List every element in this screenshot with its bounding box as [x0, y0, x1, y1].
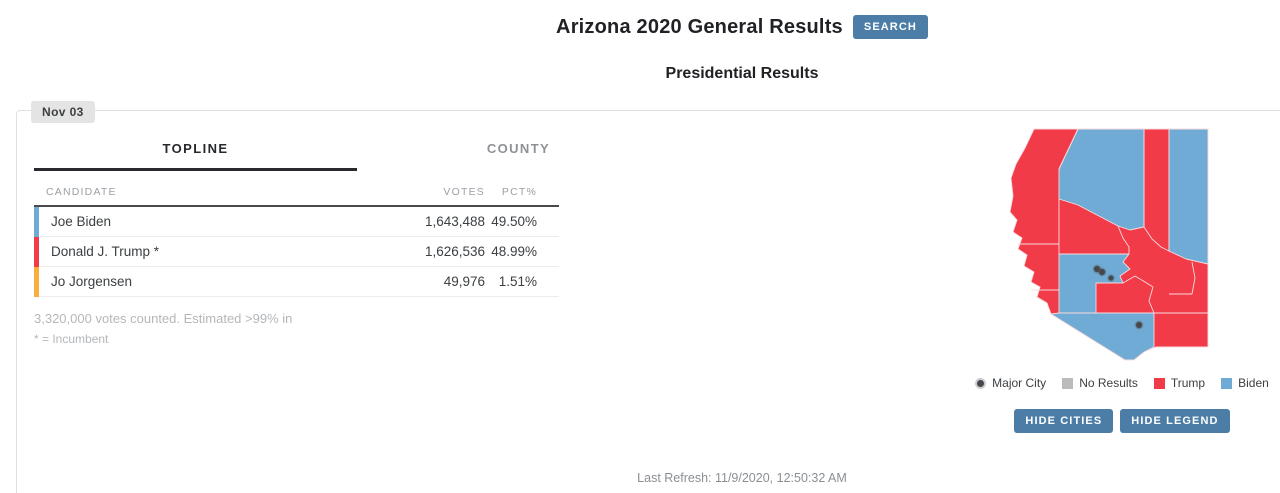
table-row[interactable]: Joe Biden 1,643,488 49.50%: [34, 206, 559, 237]
city-dot-phoenix: [1092, 264, 1102, 274]
arizona-county-map[interactable]: [1001, 126, 1231, 371]
column-header-candidate: CANDIDATE: [46, 186, 117, 198]
table-row[interactable]: Jo Jorgensen 49,976 1.51%: [34, 266, 559, 297]
red-swatch-icon: [1153, 377, 1165, 389]
major-city-dots: [1092, 264, 1144, 330]
last-refresh: Last Refresh: 11/9/2020, 12:50:32 AM: [637, 471, 847, 485]
candidate-votes: 49,976: [443, 274, 485, 289]
results-table-body: Joe Biden 1,643,488 49.50% Donald J. Trump …: [34, 206, 559, 297]
search-button[interactable]: SEARCH: [852, 15, 928, 39]
column-header-votes: VOTES: [443, 186, 485, 198]
candidate-pct: 49.50%: [491, 214, 537, 229]
candidate-name: Jo Jorgensen: [51, 274, 133, 289]
county-pima-santa-cruz[interactable]: [1050, 312, 1155, 361]
hide-cities-button[interactable]: HIDE CITIES: [1014, 409, 1114, 433]
section-title: Presidential Results: [665, 65, 819, 82]
incumbent-note: * = Incumbent: [34, 332, 109, 346]
candidate-color-bar: [34, 266, 39, 297]
hide-legend-button[interactable]: HIDE LEGEND: [1120, 409, 1230, 433]
votes-counted-note: 3,320,000 votes counted. Estimated >99% …: [34, 311, 293, 326]
legend-item-trump: Trump: [1153, 376, 1206, 390]
page-header: Arizona 2020 General Results SEARCH: [0, 0, 1280, 39]
legend-item-major-city: Major City: [975, 376, 1046, 390]
date-badge[interactable]: Nov 03: [31, 101, 95, 123]
city-dot-mesa: [1107, 274, 1115, 282]
candidate-name: Joe Biden: [51, 214, 112, 229]
city-dot-tucson: [1134, 320, 1144, 330]
legend-item-no-results: No Results: [1062, 376, 1138, 390]
legend-item-biden: Biden: [1221, 376, 1269, 390]
candidate-pct: 48.99%: [491, 244, 537, 259]
legend-label: Major City: [992, 376, 1047, 390]
county-apache[interactable]: [1168, 128, 1209, 265]
topline-panel: TOPLINE COUNTY CANDIDATE VOTES PCT% Joe …: [34, 131, 694, 349]
results-table: CANDIDATE VOTES PCT% Joe Biden 1,643,488 4…: [34, 179, 559, 297]
legend-label: Trump: [1170, 376, 1206, 390]
column-header-pct: PCT%: [501, 186, 537, 198]
tab-county[interactable]: COUNTY: [486, 141, 551, 156]
results-table-header: CANDIDATE VOTES PCT%: [34, 179, 559, 207]
map-legend: Major City No Results Trump Biden: [857, 376, 1280, 390]
candidate-votes: 1,643,488: [424, 214, 485, 229]
city-dot-glendale: [1097, 267, 1107, 277]
tab-bar: TOPLINE COUNTY: [34, 131, 680, 171]
results-card: Nov 03 TOPLINE COUNTY CANDIDATE VOTES PC…: [16, 101, 1280, 493]
blue-swatch-icon: [1221, 377, 1233, 389]
candidate-pct: 1.51%: [498, 274, 537, 289]
table-row[interactable]: Donald J. Trump * 1,626,536 48.99%: [34, 236, 559, 267]
gray-swatch-icon: [1062, 377, 1074, 389]
candidate-name: Donald J. Trump *: [51, 244, 160, 259]
table-notes: 3,320,000 votes counted. Estimated >99% …: [34, 309, 694, 349]
candidate-color-bar: [34, 236, 39, 267]
legend-label: No Results: [1079, 376, 1138, 390]
candidate-color-bar: [34, 206, 39, 237]
candidate-votes: 1,626,536: [424, 244, 485, 259]
legend-label: Biden: [1238, 376, 1269, 390]
county-border-lines: [1018, 128, 1208, 314]
tab-topline[interactable]: TOPLINE: [34, 131, 357, 171]
map-buttons: HIDE CITIES HIDE LEGEND: [857, 409, 1280, 433]
page-title: Arizona 2020 General Results: [556, 15, 843, 38]
major-city-icon: [977, 379, 985, 387]
